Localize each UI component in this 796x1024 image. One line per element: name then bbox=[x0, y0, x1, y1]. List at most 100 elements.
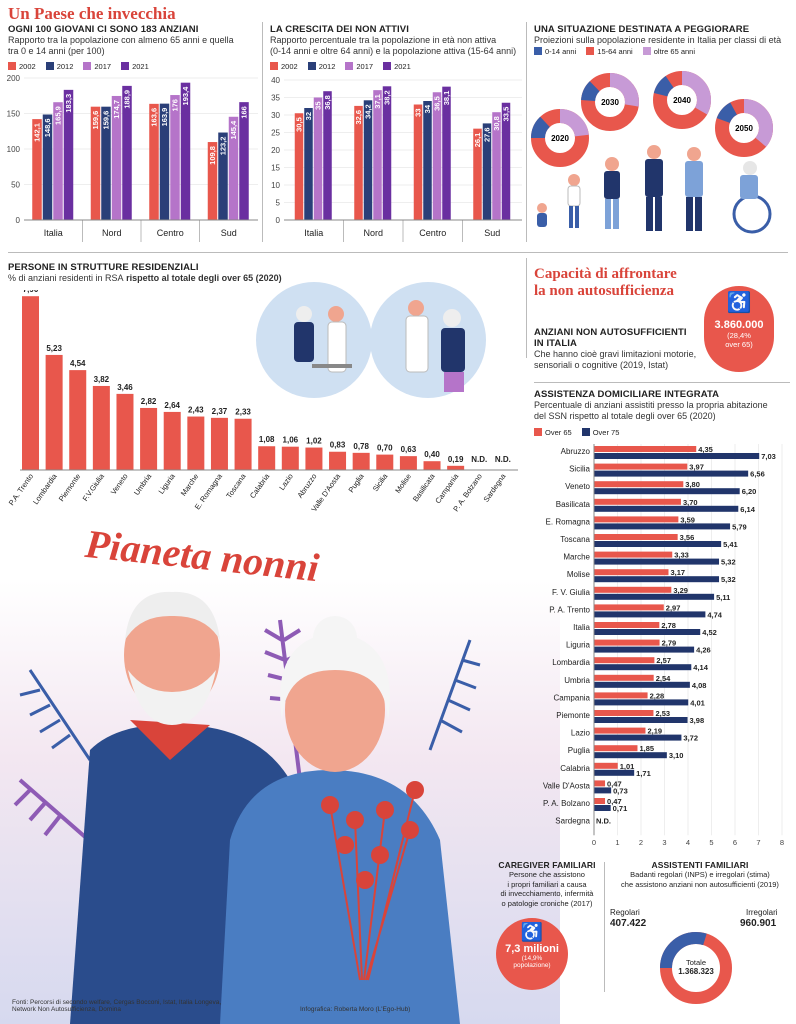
bar-value-label: 30,8 bbox=[492, 116, 501, 131]
section-subtitle: (0-14 anni e oltre 64 anni) e la popolaz… bbox=[270, 46, 517, 56]
donut-label: 2020 bbox=[551, 134, 569, 143]
bar bbox=[281, 446, 299, 470]
bar bbox=[594, 681, 690, 688]
bar-value-label: 6,56 bbox=[750, 470, 765, 479]
bar-value-label: 4,74 bbox=[707, 610, 722, 619]
bar bbox=[594, 558, 720, 565]
y-tick-label: P. A. Trento bbox=[549, 605, 590, 614]
bar-value-label: 163,9 bbox=[160, 108, 169, 127]
regular-value: 407.422 bbox=[610, 918, 647, 929]
bar bbox=[594, 798, 606, 804]
y-tick-label: 150 bbox=[7, 110, 21, 119]
bar-value-label: 2,97 bbox=[666, 603, 681, 612]
y-tick-label: Lazio bbox=[571, 729, 591, 738]
bar-value-label: 37,1 bbox=[373, 94, 382, 109]
bar-value-label: 33,5 bbox=[502, 107, 511, 122]
divider bbox=[526, 258, 527, 358]
x-tick-label: 1 bbox=[615, 838, 619, 847]
bar-value-label: 142,1 bbox=[33, 123, 42, 142]
bar bbox=[111, 95, 122, 220]
total-value: 1.368.323 bbox=[678, 967, 714, 976]
bar bbox=[594, 593, 715, 600]
bar-value-label: 0,47 bbox=[607, 797, 622, 806]
bar-value-label: 0,63 bbox=[401, 445, 417, 454]
x-tick-label: Veneto bbox=[109, 472, 130, 496]
x-tick-label: Sud bbox=[221, 228, 237, 238]
donut-2040: 2040 bbox=[653, 71, 711, 129]
assistenti-section: ASSISTENTI FAMILIARI Badanti regolari (I… bbox=[606, 860, 794, 889]
legend-years-2: 2002 2012 2017 2021 bbox=[270, 62, 411, 71]
legend-item: 2021 bbox=[383, 62, 411, 71]
bar-value-label: 159,6 bbox=[91, 111, 100, 130]
bar-value-label: 3,82 bbox=[94, 375, 110, 384]
y-tick-label: 20 bbox=[271, 146, 280, 155]
bar-value-label: 1,01 bbox=[620, 762, 635, 771]
legend-label: 2021 bbox=[132, 62, 149, 71]
subtitle-part: rispetto al totale degli over 65 (2020) bbox=[123, 273, 282, 283]
x-tick-label: F.V.Giulia bbox=[81, 471, 107, 503]
y-tick-label: 100 bbox=[7, 145, 21, 154]
sources-line: Network Non Autosufficienza, Domina bbox=[12, 1006, 121, 1013]
bar-value-label: 0,40 bbox=[424, 450, 440, 459]
caregiver-icon: ♿ bbox=[520, 922, 544, 942]
y-tick-label: Sicilia bbox=[569, 465, 590, 474]
section-subtitle: % di anziani residenti in RSA rispetto a… bbox=[8, 273, 308, 284]
subtitle-part: % di anziani residenti in RSA bbox=[8, 273, 124, 283]
y-tick-label: Sardegna bbox=[555, 817, 590, 826]
bar bbox=[594, 611, 706, 618]
bar bbox=[594, 586, 672, 593]
x-tick-label: 8 bbox=[780, 838, 784, 847]
bar-value-label: 3,80 bbox=[685, 480, 700, 489]
capacity-title: Capacità di affrontare la non autosuffic… bbox=[534, 266, 677, 300]
legend-item: Over 65 bbox=[534, 428, 572, 437]
y-tick-label: Liguria bbox=[566, 641, 591, 650]
badge-note: (28,4% bbox=[727, 331, 751, 340]
bar bbox=[323, 91, 332, 220]
x-tick-label: Sicilia bbox=[371, 471, 390, 493]
y-tick-label: Toscana bbox=[560, 535, 590, 544]
bar-value-label: 0,70 bbox=[377, 444, 393, 453]
bar bbox=[32, 119, 42, 220]
section-subtitle: che assistono anziani non autosufficient… bbox=[621, 879, 779, 889]
bar-value-label: 4,01 bbox=[690, 698, 705, 707]
bar-value-label: 32 bbox=[304, 112, 313, 120]
bar bbox=[376, 454, 394, 470]
section-young-old: OGNI 100 GIOVANI CI SONO 183 ANZIANI Rap… bbox=[8, 24, 258, 57]
caregiver-icon: ♿ bbox=[726, 292, 752, 314]
bar-value-label: 2,53 bbox=[655, 709, 670, 718]
legend-label: 2002 bbox=[281, 62, 298, 71]
bar-value-label: 3,17 bbox=[670, 568, 685, 577]
bar bbox=[594, 446, 697, 452]
bar-value-label: N.D. bbox=[495, 455, 511, 464]
sources: Fonti: Percorsi di secondo welfare, Cerg… bbox=[12, 999, 221, 1013]
section-subtitle: Proiezioni sulla popolazione residente i… bbox=[534, 35, 782, 45]
legend-item: 2017 bbox=[83, 62, 111, 71]
bar bbox=[594, 780, 606, 787]
legend-item: 15-64 anni bbox=[586, 47, 633, 56]
bar-value-label: 3,56 bbox=[680, 533, 695, 542]
bar bbox=[594, 717, 688, 723]
bar-value-label: 165,9 bbox=[54, 106, 63, 125]
section-subtitle: di invecchiamento, infermità bbox=[500, 889, 594, 898]
bar bbox=[594, 516, 679, 523]
legend-label: Over 65 bbox=[545, 428, 572, 437]
bar bbox=[594, 710, 654, 716]
section-subtitle: Percentuale di anziani assistiti presso … bbox=[534, 400, 768, 410]
y-tick-label: 50 bbox=[11, 181, 20, 190]
legend-item: 2021 bbox=[121, 62, 149, 71]
section-title: OGNI 100 GIOVANI CI SONO 183 ANZIANI bbox=[8, 24, 199, 35]
x-tick-label: Lazio bbox=[277, 472, 295, 492]
divider bbox=[262, 22, 263, 242]
bar bbox=[423, 461, 441, 470]
bar-value-label: 7,90 bbox=[23, 290, 39, 294]
bar bbox=[594, 639, 660, 646]
badge-value: 3.860.000 bbox=[714, 319, 764, 331]
x-tick-label: 0 bbox=[592, 838, 596, 847]
section-subtitle: o patologie croniche (2017) bbox=[501, 898, 593, 908]
bar-value-label: 7,03 bbox=[761, 452, 776, 461]
ages-illustration bbox=[537, 145, 772, 234]
bar bbox=[594, 805, 611, 811]
regular-label: Regolari bbox=[610, 908, 640, 917]
donut-slice-regular bbox=[660, 932, 732, 1004]
bar bbox=[234, 418, 252, 470]
